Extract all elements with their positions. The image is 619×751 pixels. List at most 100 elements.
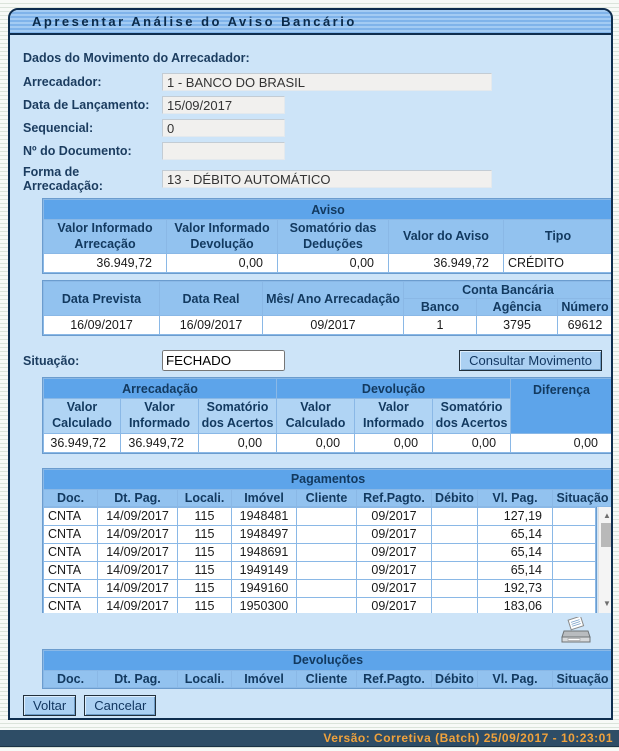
voltar-button[interactable]: Voltar bbox=[23, 694, 77, 716]
data-lancamento-label: Data de Lançamento: bbox=[23, 98, 150, 112]
aviso-table-title: Aviso bbox=[44, 200, 611, 219]
arrecadador-input[interactable] bbox=[162, 73, 492, 91]
pag-vlpag: 183,06 bbox=[478, 597, 552, 613]
data-real-value: 16/09/2017 bbox=[160, 316, 262, 335]
pagamentos-col-header: Dt. Pag. bbox=[98, 489, 177, 506]
sequencial-label: Sequencial: bbox=[23, 121, 94, 135]
devolucoes-col-header: Vl. Pag. bbox=[478, 670, 552, 687]
pag-debito bbox=[432, 597, 477, 613]
pagamentos-header-table: Pagamentos Doc. Dt. Pag. Locali. Imóvel … bbox=[42, 467, 611, 507]
pag-vlpag: 127,19 bbox=[478, 507, 552, 525]
printer-icon[interactable] bbox=[560, 615, 592, 650]
pag-imovel: 1948481 bbox=[232, 507, 296, 525]
pagamentos-scrollbar[interactable]: ▲ ▼ bbox=[598, 506, 611, 613]
devolucoes-col-header: Ref.Pagto. bbox=[357, 670, 431, 687]
pagamentos-col-header: Doc. bbox=[44, 489, 97, 506]
pag-situacao bbox=[553, 579, 595, 597]
data-real-header: Data Real bbox=[160, 282, 262, 316]
consultar-movimento-button[interactable]: Consultar Movimento bbox=[459, 350, 602, 372]
pag-debito bbox=[432, 579, 477, 597]
pagamentos-col-header: Situação bbox=[553, 489, 611, 506]
resumo-table: Arrecadação Devolução Diferença Valor Ca… bbox=[42, 377, 611, 454]
window-titlebar: Apresentar Análise do Aviso Bancário bbox=[10, 10, 611, 35]
numero-value: 69612 bbox=[558, 316, 611, 335]
pag-imovel: 1950300 bbox=[232, 597, 296, 613]
forma-arrecadacao-input[interactable] bbox=[162, 170, 492, 188]
version-text: Versão: Corretiva (Batch) 25/09/2017 - 1… bbox=[323, 731, 613, 745]
pag-refpagto: 09/2017 bbox=[357, 525, 431, 543]
pag-vlpag: 65,14 bbox=[478, 543, 552, 561]
dev-valor-calculado: 0,00 bbox=[277, 433, 355, 452]
aviso-tipo: CRÉDITO bbox=[504, 254, 611, 273]
pag-doc: CNTA bbox=[44, 543, 97, 561]
pagamentos-row: CNTA 14/09/2017 115 1949160 09/2017 192,… bbox=[44, 579, 595, 597]
action-buttons: Voltar Cancelar bbox=[23, 694, 602, 716]
pag-locali: 115 bbox=[178, 579, 231, 597]
pagamentos-row: CNTA 14/09/2017 115 1948481 09/2017 127,… bbox=[44, 507, 595, 525]
resumo-subheader: Valor Calculado bbox=[277, 399, 355, 433]
pag-dtpag: 14/09/2017 bbox=[98, 543, 177, 561]
pag-vlpag: 192,73 bbox=[478, 579, 552, 597]
pagamentos-row: CNTA 14/09/2017 115 1948497 09/2017 65,1… bbox=[44, 525, 595, 543]
aviso-valor-informado-devolucao: 0,00 bbox=[167, 254, 277, 273]
arrecadacao-group-header: Arrecadação bbox=[44, 379, 277, 399]
pagamentos-col-header: Cliente bbox=[297, 489, 356, 506]
arrec-somatorio-acertos: 0,00 bbox=[199, 433, 277, 452]
situacao-input[interactable] bbox=[162, 350, 285, 372]
scroll-down-arrow[interactable]: ▼ bbox=[603, 598, 611, 608]
pag-refpagto: 09/2017 bbox=[357, 543, 431, 561]
cancelar-button[interactable]: Cancelar bbox=[84, 694, 157, 716]
pag-doc: CNTA bbox=[44, 597, 97, 613]
pagamentos-row: CNTA 14/09/2017 115 1948691 09/2017 65,1… bbox=[44, 543, 595, 561]
pag-debito bbox=[432, 561, 477, 579]
pag-situacao bbox=[553, 525, 595, 543]
pag-dtpag: 14/09/2017 bbox=[98, 525, 177, 543]
situacao-label: Situação: bbox=[23, 353, 80, 368]
datas-conta-table: Data Prevista Data Real Mês/ Ano Arrecad… bbox=[42, 280, 611, 337]
aviso-valor-aviso: 36.949,72 bbox=[389, 254, 503, 273]
pag-situacao bbox=[553, 507, 595, 525]
aviso-table: Aviso Valor Informado Arrecação Valor In… bbox=[42, 198, 611, 275]
devolucoes-col-header: Locali. bbox=[178, 670, 231, 687]
pagamentos-row: CNTA 14/09/2017 115 1949149 09/2017 65,1… bbox=[44, 561, 595, 579]
devolucoes-col-header: Dt. Pag. bbox=[98, 670, 177, 687]
pagamentos-col-header: Débito bbox=[432, 489, 477, 506]
resumo-subheader: Valor Calculado bbox=[44, 399, 120, 433]
num-documento-input[interactable] bbox=[162, 142, 285, 160]
pag-dtpag: 14/09/2017 bbox=[98, 507, 177, 525]
resumo-subheader: Somatório dos Acertos bbox=[199, 399, 277, 433]
aviso-valor-informado-arrecacao: 36.949,72 bbox=[44, 254, 166, 273]
pag-doc: CNTA bbox=[44, 525, 97, 543]
pag-dtpag: 14/09/2017 bbox=[98, 561, 177, 579]
pag-vlpag: 65,14 bbox=[478, 525, 552, 543]
data-lancamento-input[interactable] bbox=[162, 96, 285, 114]
pag-debito bbox=[432, 525, 477, 543]
pag-refpagto: 09/2017 bbox=[357, 579, 431, 597]
pag-doc: CNTA bbox=[44, 561, 97, 579]
pag-imovel: 1949160 bbox=[232, 579, 296, 597]
pag-locali: 115 bbox=[178, 525, 231, 543]
diferenca-header: Diferença bbox=[511, 379, 611, 433]
pagamentos-col-header: Vl. Pag. bbox=[478, 489, 552, 506]
pag-debito bbox=[432, 543, 477, 561]
resumo-subheader: Valor Informado bbox=[121, 399, 198, 433]
diferenca-value: 0,00 bbox=[511, 433, 611, 452]
pag-imovel: 1949149 bbox=[232, 561, 296, 579]
numero-header: Número bbox=[558, 299, 611, 316]
aviso-col-header: Tipo bbox=[504, 220, 611, 254]
pag-refpagto: 09/2017 bbox=[357, 507, 431, 525]
mes-ano-header: Mês/ Ano Arrecadação bbox=[263, 282, 403, 316]
aviso-data-row: 36.949,72 0,00 0,00 36.949,72 CRÉDITO bbox=[44, 254, 611, 273]
scroll-up-arrow[interactable]: ▲ bbox=[603, 510, 611, 520]
devolucoes-col-header: Cliente bbox=[297, 670, 356, 687]
pag-cliente bbox=[297, 561, 356, 579]
pag-doc: CNTA bbox=[44, 507, 97, 525]
conta-bancaria-header: Conta Bancária bbox=[404, 282, 611, 299]
pag-situacao bbox=[553, 597, 595, 613]
page-title: Apresentar Análise do Aviso Bancário bbox=[32, 14, 357, 29]
arrecadador-label: Arrecadador: bbox=[23, 75, 102, 89]
pag-cliente bbox=[297, 579, 356, 597]
sequencial-input[interactable] bbox=[162, 119, 285, 137]
scrollbar-thumb[interactable] bbox=[601, 522, 611, 547]
devolucoes-table: Devoluções Doc. Dt. Pag. Locali. Imóvel … bbox=[42, 648, 611, 689]
